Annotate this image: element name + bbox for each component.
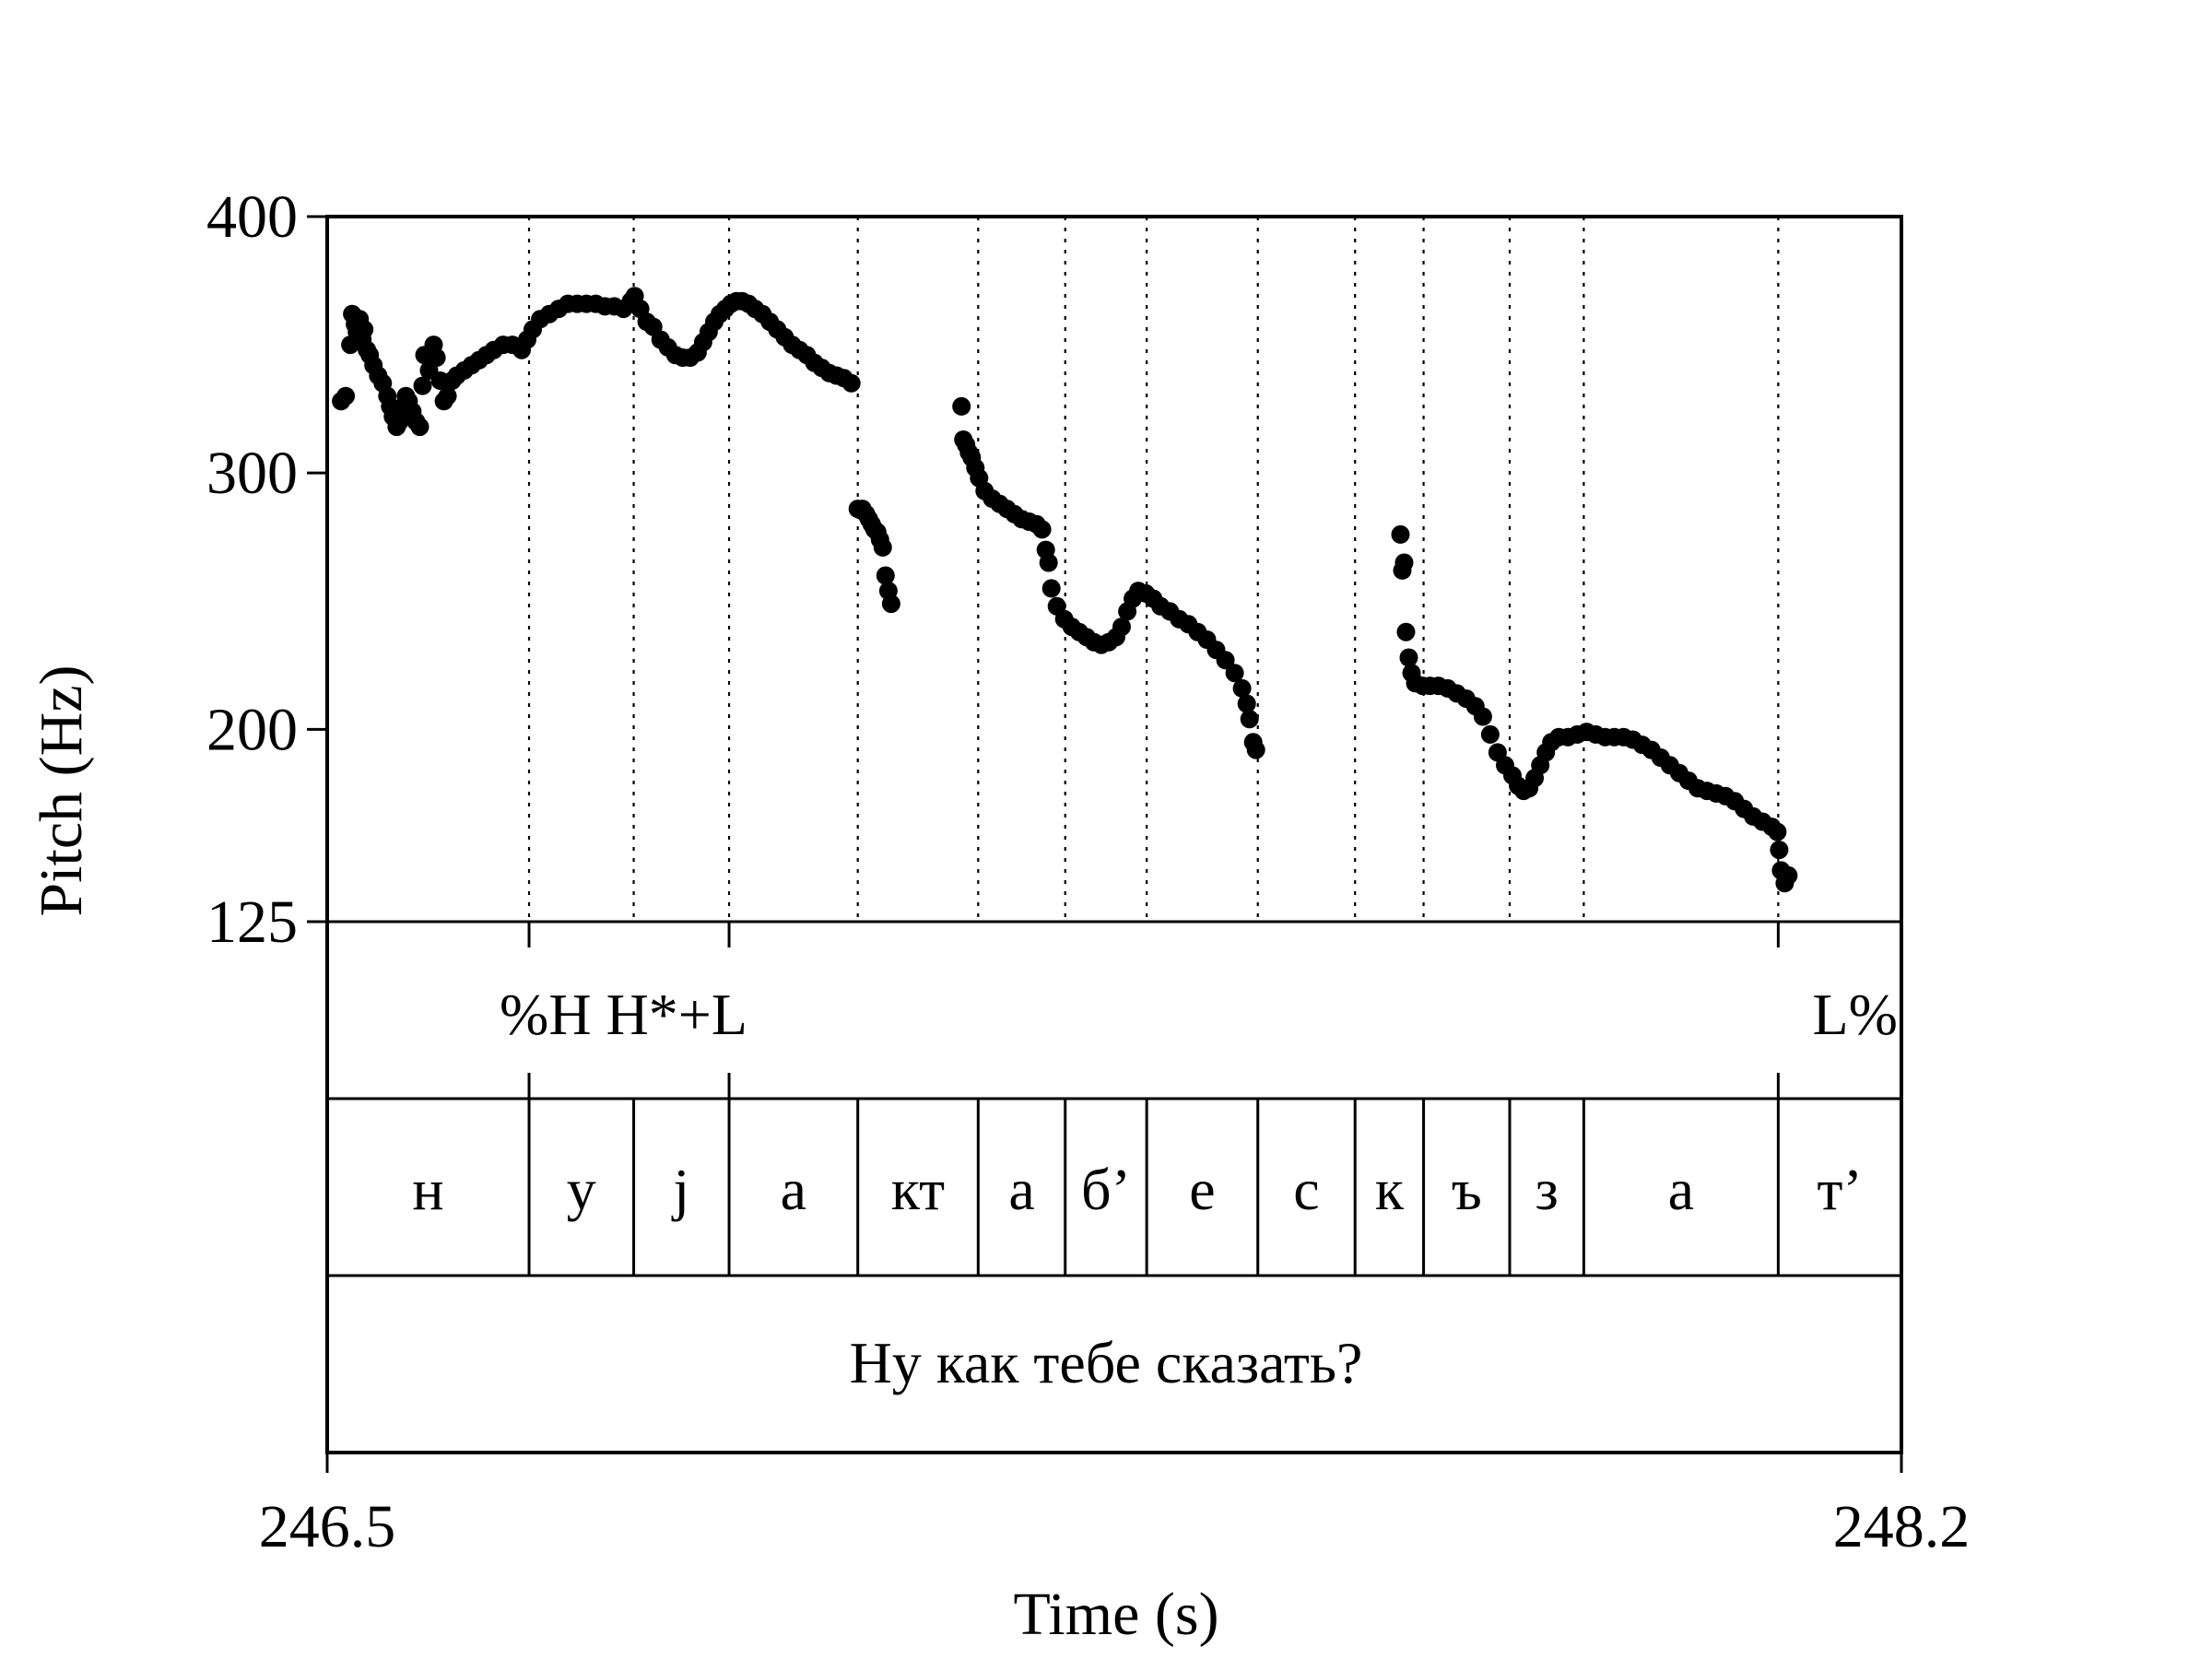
pitch-point [410,418,429,437]
pitch-point [413,376,432,395]
segment-label: е [1189,1157,1215,1222]
pitch-point [355,320,374,339]
pitch-point [438,386,457,406]
pitch-point [1032,520,1052,539]
segment-label: у [567,1157,596,1222]
segment-label: к [1375,1157,1405,1222]
pitch-point [1216,651,1235,670]
pitch-point [1246,740,1265,759]
x-tick-label: 248.2 [1833,1493,1971,1560]
axis-ticks: 400 300 200 125 246.5 248.2 [206,183,1970,1560]
pitch-point [1391,524,1410,544]
pitch-point [1768,822,1787,841]
pitch-point [1396,622,1416,641]
x-tick-label: 246.5 [259,1493,396,1560]
pitch-point [841,373,861,393]
plot-frame [325,215,1903,1454]
tone-label: %H H*+L [500,982,747,1047]
pitch-point [390,412,409,431]
pitch-point [427,348,446,367]
sentence-tier-label: Ну как тебе сказать? [850,1330,1363,1395]
y-tick-label: 125 [206,888,298,956]
pitch-point [881,594,900,614]
x-axis-title: Time (s) [1013,1581,1218,1648]
segment-label: а [1008,1157,1034,1222]
segment-label: кт [891,1157,945,1222]
segment-label: j [671,1157,689,1222]
segment-label: б’ [1081,1157,1131,1222]
pitch-point [873,537,892,557]
pitch-point [1039,553,1058,572]
y-axis-title: Pitch (Hz) [28,665,95,916]
pitch-point [1237,694,1256,713]
pitch-point [876,566,895,585]
pitch-point [1232,678,1252,698]
outer-frame [325,215,1903,1454]
boundary-grid-lines [527,217,1780,922]
pitch-point [1399,648,1418,667]
y-tick-label: 200 [206,696,298,763]
pitch-point [336,386,356,406]
pitch-point [1480,724,1500,744]
pitch-point [1112,618,1131,637]
pitch-point [1041,579,1061,598]
pitch-point [1394,553,1414,572]
segment-label: а [1668,1157,1694,1222]
tone-label: L% [1813,982,1898,1047]
pitch-point [1770,841,1789,860]
segment-label: а [781,1157,806,1222]
y-tick-label: 400 [206,183,298,251]
pitch-point [1225,664,1244,683]
segment-label: з [1535,1157,1559,1222]
annotation-tiers: %H H*+L L%н у j а кт а б’ е с к ъ з а т’ [412,922,1898,1276]
segment-label: т’ [1818,1157,1863,1222]
segment-label: с [1293,1157,1319,1222]
pitch-point [952,396,971,416]
pitch-point [1473,707,1492,726]
pitch-point [1779,865,1798,885]
y-tick-label: 300 [206,440,298,507]
pitch-point [1240,710,1259,729]
segment-label: н [412,1157,443,1222]
segment-label: ъ [1452,1157,1482,1222]
pitch-points [332,287,1798,893]
